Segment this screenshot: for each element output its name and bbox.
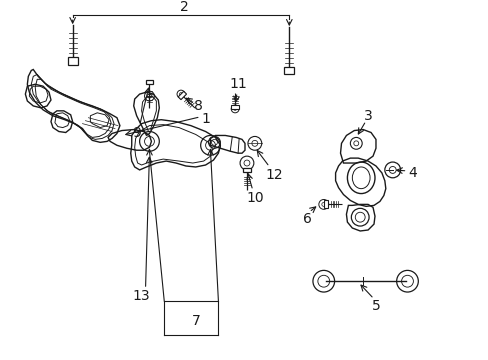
Text: 4: 4 (407, 166, 416, 180)
Text: 13: 13 (133, 289, 150, 303)
Polygon shape (323, 201, 327, 208)
Text: 1: 1 (201, 112, 210, 126)
Text: 3: 3 (363, 109, 372, 123)
Text: 6: 6 (302, 212, 311, 226)
Polygon shape (243, 168, 250, 172)
Bar (67, 57, 78, 64)
Text: 7: 7 (191, 314, 200, 328)
Text: 9: 9 (132, 126, 141, 140)
Polygon shape (231, 105, 239, 109)
Text: 12: 12 (265, 168, 283, 182)
Text: 10: 10 (245, 190, 263, 204)
Text: 11: 11 (229, 77, 246, 91)
Polygon shape (178, 91, 186, 100)
Polygon shape (145, 80, 153, 84)
Text: 8: 8 (194, 99, 203, 113)
Text: 2: 2 (179, 0, 188, 14)
Text: 5: 5 (371, 299, 380, 313)
Bar (284, 67, 294, 75)
